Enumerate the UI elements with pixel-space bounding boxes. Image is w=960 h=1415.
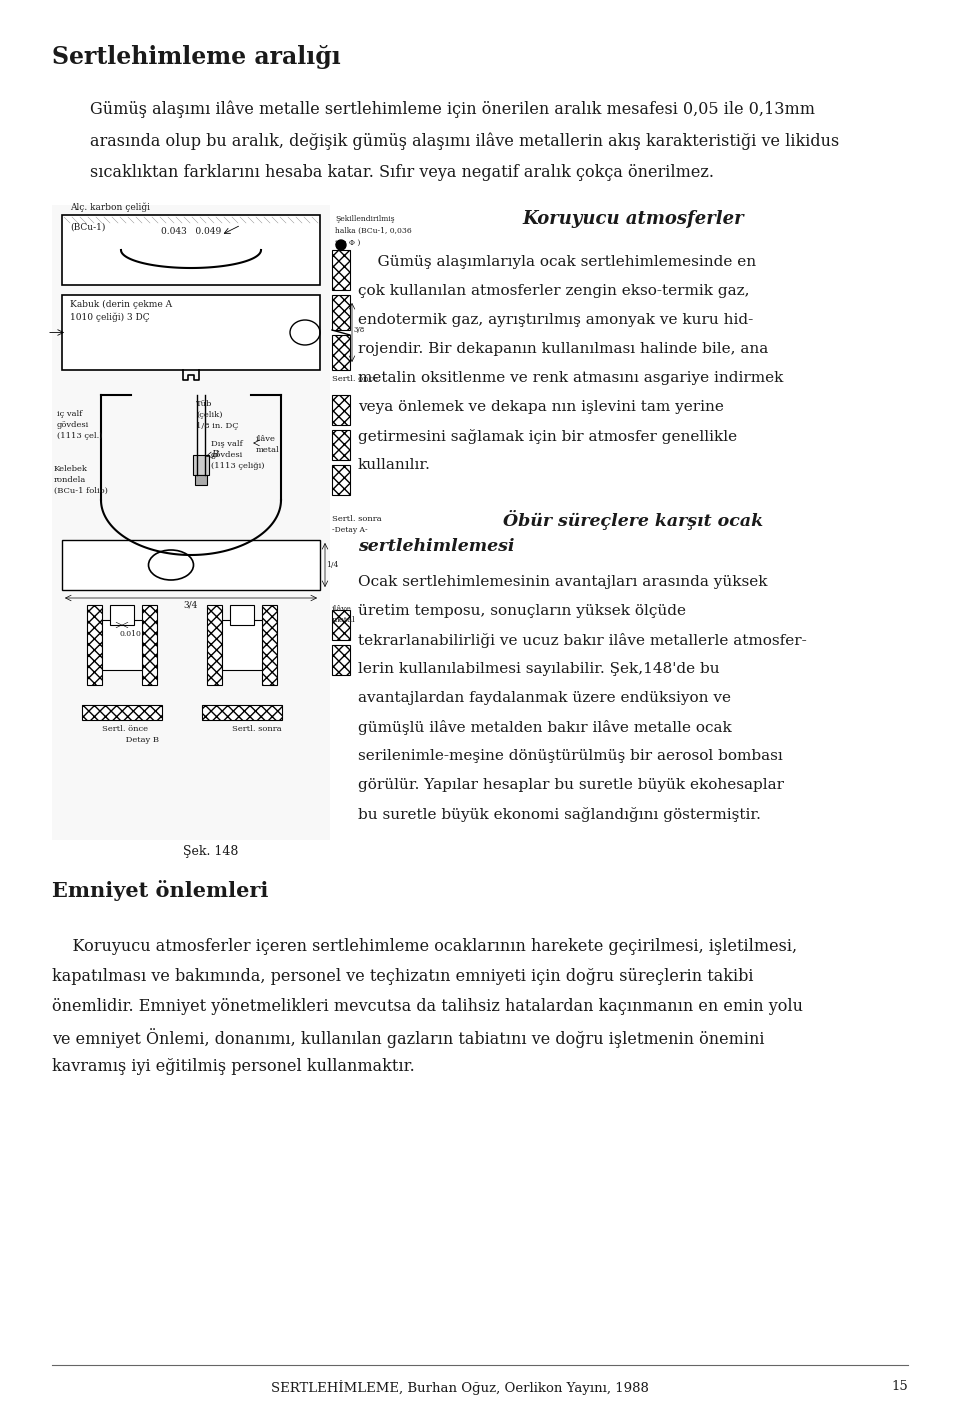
Text: gövdesi: gövdesi	[57, 422, 89, 429]
Text: -Detay A-: -Detay A-	[332, 526, 368, 533]
Bar	[62, 294, 320, 369]
Text: Gümüş alaşımı ilâve metalle sertlehimleme için önerilen aralık mesafesi 0,05 ile: Gümüş alaşımı ilâve metalle sertlehimlem…	[90, 100, 815, 117]
Bar	[207, 606, 222, 685]
Bar	[102, 620, 142, 669]
Bar	[332, 250, 350, 290]
Text: Dış valf: Dış valf	[211, 440, 243, 449]
Text: sıcaklıktan farklarını hesaba katar. Sıfır veya negatif aralık çokça önerilmez.: sıcaklıktan farklarını hesaba katar. Sıf…	[90, 164, 714, 181]
Bar	[202, 705, 282, 720]
Text: lerin kullanılabilmesi sayılabilir. Şek,148'de bu: lerin kullanılabilmesi sayılabilir. Şek,…	[358, 662, 720, 676]
Text: Öbür süreçlere karşıt ocak: Öbür süreçlere karşıt ocak	[503, 509, 763, 531]
Text: tekrarlanabilirliği ve ucuz bakır ilâve metallerle atmosfer-: tekrarlanabilirliği ve ucuz bakır ilâve …	[358, 633, 806, 648]
Text: 0.043   0.049: 0.043 0.049	[161, 226, 221, 236]
Bar	[222, 620, 262, 669]
Text: Emniyet önlemleri: Emniyet önlemleri	[52, 880, 269, 901]
Bar	[332, 645, 350, 675]
Text: Şek. 148: Şek. 148	[183, 845, 239, 857]
Text: Sertl. önce: Sertl. önce	[332, 375, 378, 383]
Text: endotermik gaz, ayrıştırılmış amonyak ve kuru hid-: endotermik gaz, ayrıştırılmış amonyak ve…	[358, 313, 754, 327]
Text: sertlehimlemesi: sertlehimlemesi	[358, 538, 515, 555]
Text: metalin oksitlenme ve renk atmasını asgariye indirmek: metalin oksitlenme ve renk atmasını asga…	[358, 371, 783, 385]
Text: Sertl. önce: Sertl. önce	[102, 724, 148, 733]
Text: arasında olup bu aralık, değişik gümüş alaşımı ilâve metallerin akış karakterist: arasında olup bu aralık, değişik gümüş a…	[90, 132, 839, 150]
Text: rojendir. Bir dekapanın kullanılması halinde bile, ana: rojendir. Bir dekapanın kullanılması hal…	[358, 342, 768, 357]
Text: iç valf: iç valf	[57, 410, 83, 417]
Text: Koruyucu atmosferler içeren sertlehimleme ocaklarının harekete geçirilmesi, işle: Koruyucu atmosferler içeren sertlehimlem…	[52, 938, 797, 955]
Text: inç Φ ): inç Φ )	[335, 239, 360, 248]
Text: Sertl. sonra: Sertl. sonra	[232, 724, 281, 733]
Bar	[52, 205, 330, 841]
Text: metal: metal	[256, 446, 279, 454]
Text: Alç. karbon çeliği: Alç. karbon çeliği	[70, 202, 150, 212]
Text: 3/4: 3/4	[183, 600, 198, 608]
Bar	[110, 606, 134, 625]
Text: bu suretle büyük ekonomi sağlandığını göstermiştir.: bu suretle büyük ekonomi sağlandığını gö…	[358, 807, 761, 822]
Text: halka (BCu-1, 0,036: halka (BCu-1, 0,036	[335, 226, 412, 235]
Text: metal: metal	[332, 616, 356, 624]
Text: önemlidir. Emniyet yönetmelikleri mevcutsa da talihsiz hatalardan kaçınmanın en : önemlidir. Emniyet yönetmelikleri mevcut…	[52, 998, 803, 1015]
Text: Kelebek: Kelebek	[54, 466, 88, 473]
Text: çok kullanılan atmosferler zengin ekso-termik gaz,: çok kullanılan atmosferler zengin ekso-t…	[358, 284, 750, 299]
Text: 15: 15	[891, 1380, 908, 1392]
Text: Şekillendirilmiş: Şekillendirilmiş	[335, 215, 395, 224]
Text: avantajlardan faydalanmak üzere endüksiyon ve: avantajlardan faydalanmak üzere endüksiy…	[358, 691, 731, 705]
Text: veya önlemek ve dekapa nın işlevini tam yerine: veya önlemek ve dekapa nın işlevini tam …	[358, 400, 724, 415]
Text: 3/8: 3/8	[354, 325, 365, 334]
Text: (BCu-1 folio): (BCu-1 folio)	[54, 487, 108, 495]
Text: Detay B: Detay B	[102, 736, 159, 744]
Bar	[332, 430, 350, 460]
Bar	[230, 606, 254, 625]
Text: Tüb: Tüb	[196, 400, 212, 408]
Bar	[332, 610, 350, 640]
Text: getirmesini sağlamak için bir atmosfer genellikle: getirmesini sağlamak için bir atmosfer g…	[358, 429, 737, 444]
Bar	[332, 466, 350, 495]
Text: 1/4: 1/4	[326, 560, 338, 569]
Text: ilâve: ilâve	[256, 434, 276, 443]
Text: 1010 çeliği) 3 DÇ: 1010 çeliği) 3 DÇ	[70, 311, 150, 321]
Text: ve emniyet Önlemi, donanımı, kullanılan gazların tabiatını ve doğru işletmenin ö: ve emniyet Önlemi, donanımı, kullanılan …	[52, 1029, 764, 1049]
Bar	[332, 335, 350, 369]
Circle shape	[336, 241, 346, 250]
Text: Kabuk (derin çekme A: Kabuk (derin çekme A	[70, 300, 172, 308]
Text: 1/8 in. DÇ: 1/8 in. DÇ	[196, 422, 239, 430]
Bar	[262, 606, 277, 685]
Text: serilenimle-meşine dönüştürülmüş bir aerosol bombası: serilenimle-meşine dönüştürülmüş bir aer…	[358, 749, 782, 763]
Bar	[332, 294, 350, 330]
Text: Ocak sertlehimlemesinin avantajları arasında yüksek: Ocak sertlehimlemesinin avantajları aras…	[358, 574, 767, 589]
Text: (BCu-1): (BCu-1)	[70, 224, 106, 232]
Bar	[62, 215, 320, 284]
Bar	[332, 395, 350, 424]
Bar	[62, 541, 320, 590]
Text: kullanılır.: kullanılır.	[358, 458, 431, 473]
Text: kavramış iyi eğitilmiş personel kullanmaktır.: kavramış iyi eğitilmiş personel kullanma…	[52, 1058, 415, 1075]
Text: (1113 çel.): (1113 çel.)	[57, 432, 103, 440]
Text: B: B	[211, 450, 218, 458]
Text: üretim temposu, sonuçların yüksek ölçüde: üretim temposu, sonuçların yüksek ölçüde	[358, 604, 686, 618]
Text: rondela: rondela	[54, 475, 86, 484]
Bar	[195, 475, 207, 485]
Text: gümüşlü ilâve metalden bakır ilâve metalle ocak: gümüşlü ilâve metalden bakır ilâve metal…	[358, 720, 732, 734]
Bar	[82, 705, 162, 720]
Text: SERTLEHİMLEME, Burhan Oğuz, Oerlikon Yayını, 1988: SERTLEHİMLEME, Burhan Oğuz, Oerlikon Yay…	[271, 1380, 649, 1395]
Bar	[142, 606, 157, 685]
Text: Sertlehimleme aralığı: Sertlehimleme aralığı	[52, 45, 341, 69]
Bar	[193, 456, 209, 475]
Text: (çelik): (çelik)	[196, 410, 223, 419]
Text: kapatılması ve bakımında, personel ve teçhizatın emniyeti için doğru süreçlerin : kapatılması ve bakımında, personel ve te…	[52, 968, 754, 985]
Text: ilâve: ilâve	[332, 606, 352, 613]
Text: Gümüş alaşımlarıyla ocak sertlehimlemesinde en: Gümüş alaşımlarıyla ocak sertlehimlemesi…	[358, 255, 756, 269]
Text: (1113 çeliği): (1113 çeliği)	[211, 463, 265, 470]
Text: Koruyucu atmosferler: Koruyucu atmosferler	[522, 209, 744, 228]
Text: gövdesi: gövdesi	[211, 451, 243, 458]
Text: görülür. Yapılar hesaplar bu suretle büyük ekohesaplar: görülür. Yapılar hesaplar bu suretle büy…	[358, 778, 784, 792]
Text: 0.010: 0.010	[120, 630, 142, 638]
Text: Sertl. sonra: Sertl. sonra	[332, 515, 382, 524]
Bar	[87, 606, 102, 685]
